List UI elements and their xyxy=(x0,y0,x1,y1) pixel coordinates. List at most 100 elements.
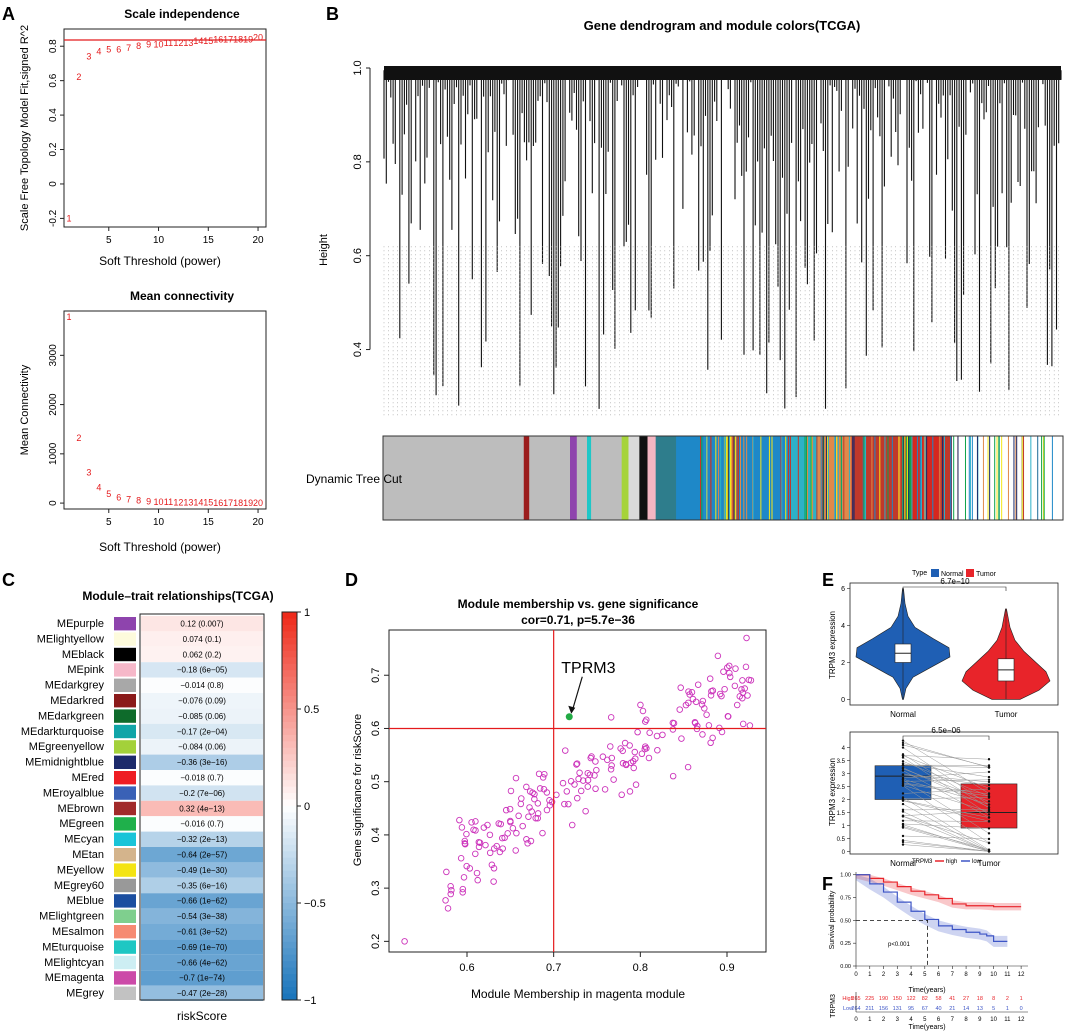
color-scale-label: 1 xyxy=(304,607,310,619)
color-scale-step xyxy=(282,825,297,833)
module-swatch xyxy=(114,663,136,677)
y-tick-label: 0.3 xyxy=(370,880,382,895)
colorbar-stripe xyxy=(797,436,799,520)
scatter-point xyxy=(561,800,568,808)
scatter-point xyxy=(573,760,581,767)
y-tick-label: 0.2 xyxy=(48,142,59,156)
colorbar-segment xyxy=(576,436,588,520)
scatter-point xyxy=(541,770,548,778)
scatter-point xyxy=(699,731,706,738)
scatter-point xyxy=(459,889,466,896)
dendrogram-leaf-guides xyxy=(383,246,1059,416)
colorbar-stripe xyxy=(1042,436,1044,520)
panel-label-f: F xyxy=(822,874,833,894)
pair-point xyxy=(901,741,905,745)
pair-point xyxy=(901,843,905,846)
y-tick-label: 0.7 xyxy=(370,668,382,683)
scatter-point xyxy=(496,848,504,856)
chart-e1-y-label: TRPM3 expression xyxy=(828,611,837,679)
module-swatch xyxy=(114,863,136,877)
chart-f-legend-low: low xyxy=(972,859,982,865)
colorbar-segment xyxy=(621,436,629,520)
scatter-point xyxy=(726,669,733,677)
color-scale-step xyxy=(282,980,297,988)
chart-a2-point-label: 14 xyxy=(193,498,203,508)
scatter-point xyxy=(601,786,609,793)
scatter-point xyxy=(507,818,514,826)
colorbar-stripe xyxy=(740,436,742,520)
y-tick-label: 0 xyxy=(48,500,59,506)
risk-x-tick-label: 1 xyxy=(868,1017,872,1023)
chart-d-points xyxy=(401,634,755,945)
heatmap-cell-label: −0.076 (0.09) xyxy=(178,697,226,706)
heatmap-cell xyxy=(141,985,263,1001)
highlight-arrowhead xyxy=(568,705,576,714)
scatter-point xyxy=(607,714,615,721)
heatmap-cell-label: −0.2 (7e−06) xyxy=(179,789,225,798)
risk-cell: 211 xyxy=(865,1006,874,1012)
y-tick-label: 4 xyxy=(842,746,846,752)
colorbar-stripe xyxy=(884,436,886,520)
scatter-point xyxy=(470,826,477,834)
heatmap-cell-label: −0.016 (0.7) xyxy=(180,820,224,829)
colorbar-stripe xyxy=(921,436,923,520)
y-tick-label: 1.0 xyxy=(352,60,364,75)
scatter-point xyxy=(486,831,494,839)
risk-cell: 40 xyxy=(935,1006,941,1012)
colorbar-stripe xyxy=(718,436,720,520)
chart-a2-y-axis: 0 1000 2000 3000 xyxy=(48,344,64,506)
scatter-point xyxy=(448,886,455,894)
scatter-point xyxy=(459,885,467,893)
scatter-point xyxy=(518,795,525,802)
heatmap-cell xyxy=(141,708,263,724)
colorbar-stripe xyxy=(918,436,920,520)
module-name: MEpink xyxy=(67,664,104,676)
chart-c-title: Module–trait relationships(TCGA) xyxy=(82,589,273,603)
colorbar-stripe xyxy=(926,436,928,520)
x-tick-label: 6 xyxy=(937,972,941,978)
group-label: Tumor xyxy=(978,859,1001,868)
scatter-point xyxy=(592,785,599,793)
module-swatch xyxy=(114,724,136,739)
heatmap-cell-label: −0.018 (0.7) xyxy=(180,774,224,783)
scatter-point xyxy=(631,748,639,756)
panel-f-survival: F TRPM3 high low 0.000.250.500.751.000 1 2… xyxy=(822,859,1028,1031)
pair-line xyxy=(902,816,990,852)
scatter-point xyxy=(512,774,520,782)
colorbar-stripe xyxy=(969,436,971,520)
chart-b-colorbar-frame xyxy=(382,435,1064,521)
color-scale-step xyxy=(282,851,297,859)
colorbar-stripe xyxy=(822,436,824,520)
colorbar-stripe xyxy=(904,436,906,520)
color-scale-step xyxy=(282,896,297,904)
scatter-point xyxy=(738,686,745,693)
y-tick-label: 0.5 xyxy=(370,774,382,789)
colorbar-stripe xyxy=(1007,436,1009,520)
pair-point xyxy=(901,766,905,769)
colorbar-stripe xyxy=(729,436,731,520)
module-swatch xyxy=(114,709,136,723)
scatter-point xyxy=(488,861,496,869)
x-tick-label: 0.9 xyxy=(719,962,734,974)
scatter-point xyxy=(475,843,483,851)
colorbar-stripe xyxy=(820,436,822,520)
risk-cell: 190 xyxy=(879,996,888,1002)
colorbar-stripe xyxy=(1021,436,1023,520)
scatter-point xyxy=(509,825,517,832)
colorbar-stripe xyxy=(864,436,866,520)
pair-line xyxy=(902,811,990,852)
module-name: MEblue xyxy=(67,895,104,907)
scatter-point xyxy=(634,728,641,736)
risk-cell: 41 xyxy=(949,996,955,1002)
pair-line xyxy=(902,800,990,822)
chart-c-x-label: riskScore xyxy=(177,1009,227,1023)
risk-x-tick-label: 8 xyxy=(964,1017,968,1023)
pair-line xyxy=(902,763,990,778)
pair-line xyxy=(902,740,990,794)
y-tick-label: 1.5 xyxy=(837,811,846,817)
module-name: MElightyellow xyxy=(37,633,104,645)
colorbar-stripe xyxy=(706,436,708,520)
